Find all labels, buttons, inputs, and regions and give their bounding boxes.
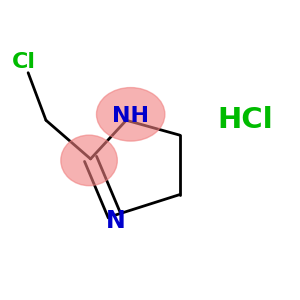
Text: N: N xyxy=(106,209,126,233)
Text: HCl: HCl xyxy=(217,106,273,134)
Ellipse shape xyxy=(97,88,165,141)
Text: NH: NH xyxy=(112,106,149,126)
Text: Cl: Cl xyxy=(12,52,36,72)
Ellipse shape xyxy=(61,135,117,186)
